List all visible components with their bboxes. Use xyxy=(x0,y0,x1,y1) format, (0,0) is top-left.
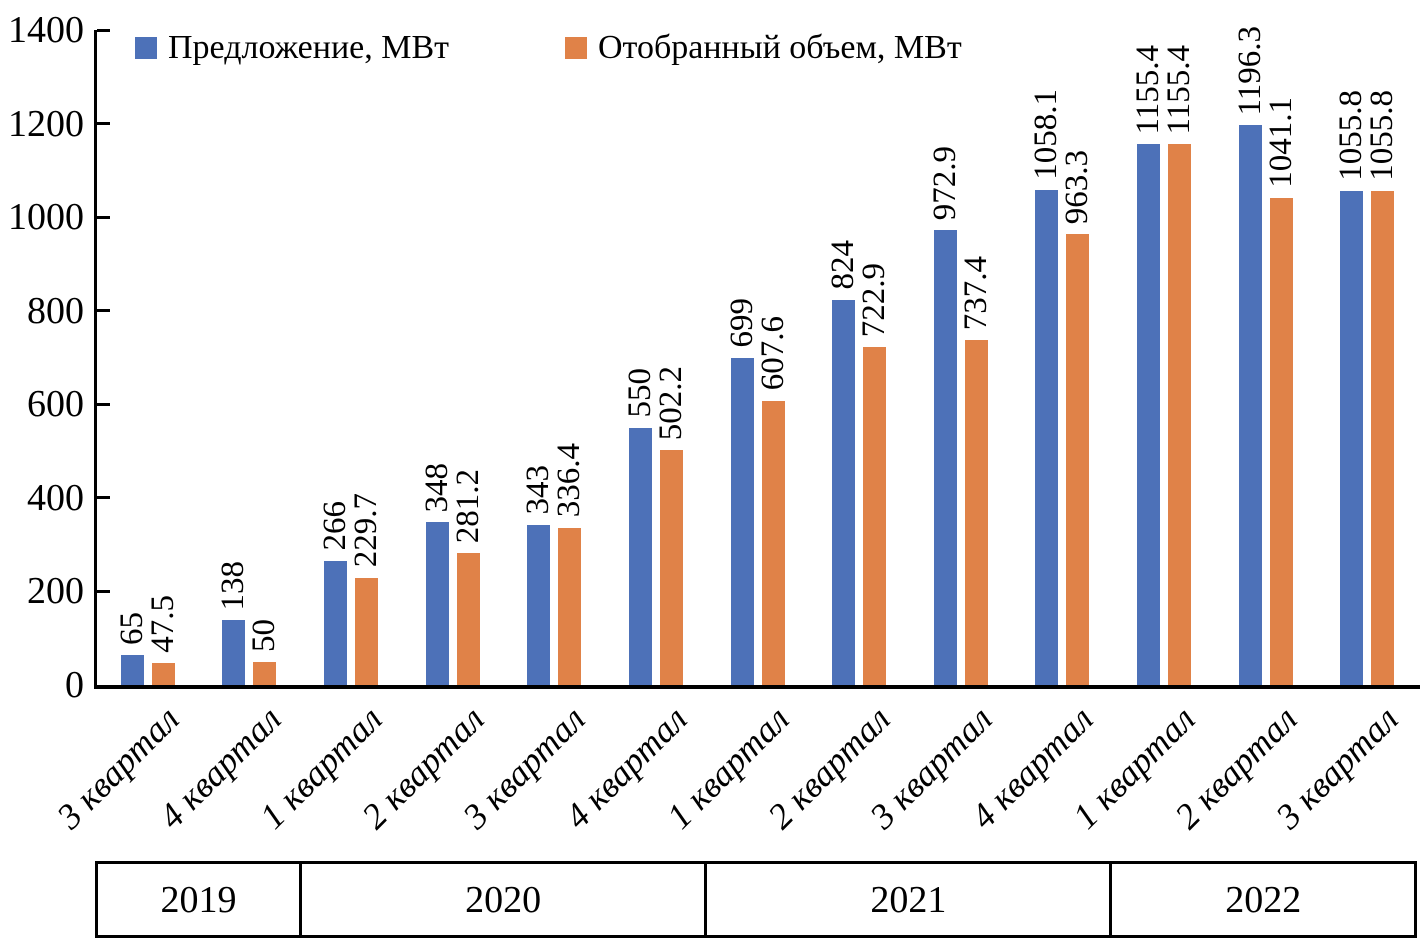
supply-value-label: 348 xyxy=(418,462,455,513)
supply-value-label: 972.9 xyxy=(926,145,963,220)
selected-value-label: 47.5 xyxy=(144,595,181,653)
y-tick-label: 400 xyxy=(27,476,84,519)
supply-bar xyxy=(832,299,856,685)
supply-value-label: 699 xyxy=(723,298,760,348)
supply-value-label: 65 xyxy=(113,611,150,645)
supply-bar xyxy=(120,654,144,685)
year-cell: 2019 xyxy=(98,864,303,935)
selected-value-label: 1155.4 xyxy=(1160,44,1197,135)
selected-value-label: 1041.1 xyxy=(1262,97,1299,188)
selected-bar xyxy=(456,553,480,685)
supply-bar xyxy=(1035,189,1059,685)
selected-value-label: 963.3 xyxy=(1059,150,1096,225)
supply-bar xyxy=(1238,125,1262,685)
selected-bar xyxy=(761,400,785,685)
y-axis-line xyxy=(94,30,97,688)
y-tick-label: 1000 xyxy=(8,196,84,239)
selected-value-label: 281.2 xyxy=(449,469,486,544)
selected-legend-label: Отобранный объем, МВт xyxy=(598,29,962,67)
supply-value-label: 550 xyxy=(621,368,658,418)
y-tick-mark xyxy=(97,589,110,593)
selected-value-label: 229.7 xyxy=(348,493,385,568)
supply-legend-swatch-icon xyxy=(135,37,157,59)
selected-bar xyxy=(355,577,379,685)
selected-value-label: 50 xyxy=(246,618,283,652)
selected-bar xyxy=(964,340,988,685)
selected-bar xyxy=(659,450,683,685)
y-tick-mark xyxy=(97,496,110,500)
supply-bar xyxy=(527,524,551,685)
supply-bar xyxy=(222,620,246,685)
supply-bar xyxy=(1136,144,1160,685)
year-cell: 2021 xyxy=(707,864,1113,935)
selected-bar xyxy=(1269,197,1293,685)
supply-legend-label: Предложение, МВт xyxy=(168,29,449,67)
y-tick-mark xyxy=(97,122,110,126)
selected-bar xyxy=(863,346,887,685)
supply-value-label: 1196.3 xyxy=(1231,25,1268,116)
selected-value-label: 502.2 xyxy=(652,365,689,441)
supply-value-label: 1155.4 xyxy=(1129,44,1166,135)
y-tick-label: 600 xyxy=(27,383,84,426)
legend-item-selected: Отобранный объем, МВт xyxy=(565,28,962,68)
selected-value-label: 607.6 xyxy=(754,316,791,391)
y-tick-label: 0 xyxy=(65,664,84,706)
y-tick-mark xyxy=(97,215,110,219)
year-cell: 2022 xyxy=(1225,878,1302,921)
supply-bar xyxy=(730,357,754,685)
year-cell: 2020 xyxy=(302,864,708,935)
supply-bar xyxy=(324,560,348,685)
selected-bar xyxy=(1066,234,1090,685)
selected-value-label: 336.4 xyxy=(551,443,588,518)
selected-value-label: 722.9 xyxy=(856,262,893,337)
selected-bar xyxy=(558,527,582,685)
selected-bar xyxy=(151,662,175,685)
selected-legend-swatch-icon xyxy=(565,37,587,59)
y-tick-mark xyxy=(97,309,110,313)
supply-value-label: 138 xyxy=(215,560,252,611)
y-tick-mark xyxy=(97,28,110,32)
selected-bar xyxy=(1167,144,1191,685)
legend-item-supply: Предложение, МВт xyxy=(135,28,449,68)
x-axis-line xyxy=(94,685,1420,689)
year-table: 2019 2020 2021 2022 xyxy=(95,861,1417,938)
selected-bar xyxy=(1371,191,1395,685)
selected-bar xyxy=(253,661,277,685)
y-tick-mark xyxy=(97,402,110,406)
supply-bar xyxy=(933,229,957,685)
y-tick-label: 800 xyxy=(27,289,84,332)
y-tick-label: 200 xyxy=(27,570,84,613)
y-tick-label: 1200 xyxy=(8,102,84,145)
y-tick-label: 1400 xyxy=(8,9,84,51)
supply-bar xyxy=(425,522,449,685)
supply-bar xyxy=(1340,191,1364,685)
selected-value-label: 1055.8 xyxy=(1364,90,1401,182)
selected-value-label: 737.4 xyxy=(957,255,994,331)
supply-bar xyxy=(628,427,652,685)
